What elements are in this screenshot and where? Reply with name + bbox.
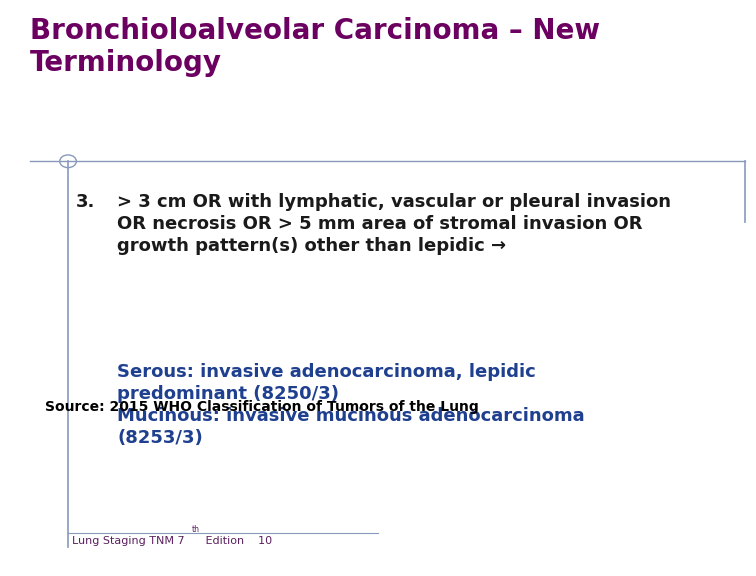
Text: Serous: invasive adenocarcinoma, lepidic
predominant (8250/3)
Mucinous: invasive: Serous: invasive adenocarcinoma, lepidic… (117, 363, 585, 448)
Text: th: th (191, 525, 200, 535)
Text: Lung Staging TNM 7: Lung Staging TNM 7 (72, 536, 184, 545)
Text: > 3 cm OR with lymphatic, vascular or pleural invasion
OR necrosis OR > 5 mm are: > 3 cm OR with lymphatic, vascular or pl… (117, 193, 671, 255)
Text: 3.: 3. (76, 193, 95, 211)
Text: Bronchioloalveolar Carcinoma – New
Terminology: Bronchioloalveolar Carcinoma – New Termi… (30, 17, 600, 77)
Text: Source: 2015 WHO Classification of Tumors of the Lung: Source: 2015 WHO Classification of Tumor… (45, 400, 479, 414)
Text: Edition    10: Edition 10 (202, 536, 272, 545)
